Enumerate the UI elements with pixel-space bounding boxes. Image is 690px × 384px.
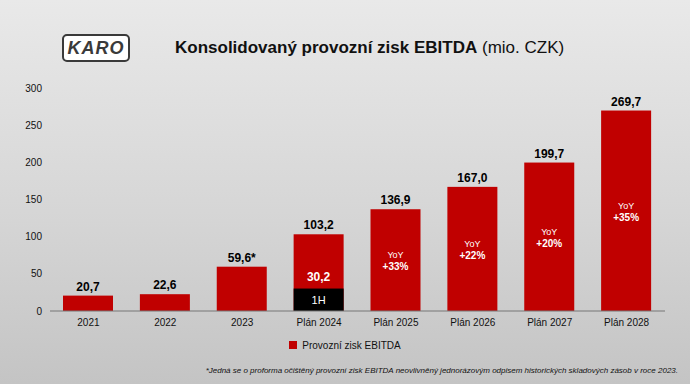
svg-text:20,7: 20,7 (76, 280, 100, 294)
svg-text:199,7: 199,7 (534, 147, 564, 161)
svg-text:+22%: +22% (459, 250, 485, 261)
svg-text:Plán 2025: Plán 2025 (373, 317, 418, 328)
svg-text:+35%: +35% (613, 212, 639, 223)
svg-text:Plán 2026: Plán 2026 (450, 317, 495, 328)
svg-text:22,6: 22,6 (153, 278, 177, 292)
svg-text:150: 150 (25, 194, 42, 205)
svg-text:100: 100 (25, 231, 42, 242)
html-text:Provozní zisk EBITDA: Provozní zisk EBITDA (302, 339, 401, 351)
html-text:*Jedná se o proforma očištěný: *Jedná se o proforma očištěný provozní z… (205, 366, 678, 375)
svg-text:136,9: 136,9 (380, 193, 410, 207)
svg-text:+33%: +33% (383, 261, 409, 272)
svg-text:0: 0 (36, 306, 42, 317)
svg-text:269,7: 269,7 (611, 95, 641, 109)
svg-text:2023: 2023 (231, 317, 254, 328)
svg-text:167,0: 167,0 (457, 171, 487, 185)
svg-text:2021: 2021 (77, 317, 100, 328)
svg-text:300: 300 (25, 83, 42, 94)
svg-text:+20%: +20% (536, 238, 562, 249)
svg-text:1H: 1H (312, 294, 326, 306)
svg-text:Plán 2027: Plán 2027 (527, 317, 572, 328)
svg-text:59,6*: 59,6* (228, 251, 256, 265)
html-text:Konsolidovaný provozní zisk EB: Konsolidovaný provozní zisk EBITDA (mio.… (175, 38, 565, 57)
svg-text:30,2: 30,2 (307, 270, 331, 284)
svg-text:2022: 2022 (154, 317, 177, 328)
svg-text:YoY: YoY (618, 201, 634, 211)
svg-text:Plán 2028: Plán 2028 (604, 317, 649, 328)
svg-text:250: 250 (25, 120, 42, 131)
svg-text:YoY: YoY (387, 250, 403, 260)
svg-text:103,2: 103,2 (304, 218, 334, 232)
svg-text:Plán 2024: Plán 2024 (297, 317, 342, 328)
svg-text:YoY: YoY (541, 227, 557, 237)
html-text:KARO: KARO (67, 38, 125, 58)
svg-text:YoY: YoY (464, 239, 480, 249)
svg-text:200: 200 (25, 157, 42, 168)
svg-text:50: 50 (31, 268, 43, 279)
